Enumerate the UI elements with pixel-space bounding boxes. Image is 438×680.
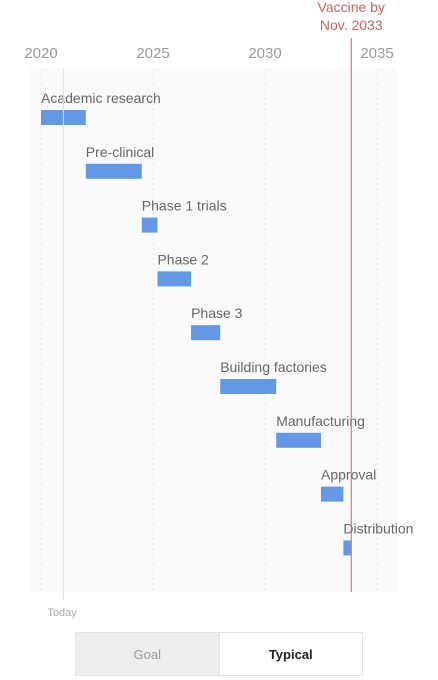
phase-label: Distribution [343,520,413,536]
phase-label: Academic research [41,90,161,106]
phase-bar [157,271,192,287]
phase-bar [85,163,142,179]
x-tick-label: 2030 [248,45,281,62]
phase-label: Manufacturing [276,413,365,429]
x-tick-label: 2025 [136,45,169,62]
phase-label: Phase 1 trials [142,198,227,214]
phase-label: Approval [321,467,376,483]
phase-bars [41,110,352,556]
view-toggle: Goal Typical [75,632,363,676]
phase-bar [276,432,321,448]
goal-label-line2: Nov. 2033 [320,17,383,33]
goal-toggle-button[interactable]: Goal [75,632,220,676]
phase-label: Phase 3 [191,305,243,321]
phase-label: Building factories [220,359,327,375]
x-tick-label: 2020 [24,45,57,62]
phase-bar [343,540,352,556]
goal-label-line1: Vaccine by [318,0,385,15]
phase-labels: Academic research Pre-clinical Phase 1 tri… [41,90,413,536]
today-label: Today [47,607,77,619]
vaccine-timeline-chart: 2020 2025 2030 2035 Academic research Pre-cl… [24,0,413,619]
x-tick-label: 2035 [360,45,393,62]
phase-bar [220,379,277,394]
x-axis-ticks: 2020 2025 2030 2035 [24,45,393,62]
phase-label: Pre-clinical [86,144,154,160]
phase-bar [191,325,221,341]
gridlines [40,68,378,592]
typical-toggle-button[interactable]: Typical [219,632,363,676]
phase-label: Phase 2 [157,251,209,267]
phase-bar [321,486,344,502]
phase-bar [141,217,158,233]
